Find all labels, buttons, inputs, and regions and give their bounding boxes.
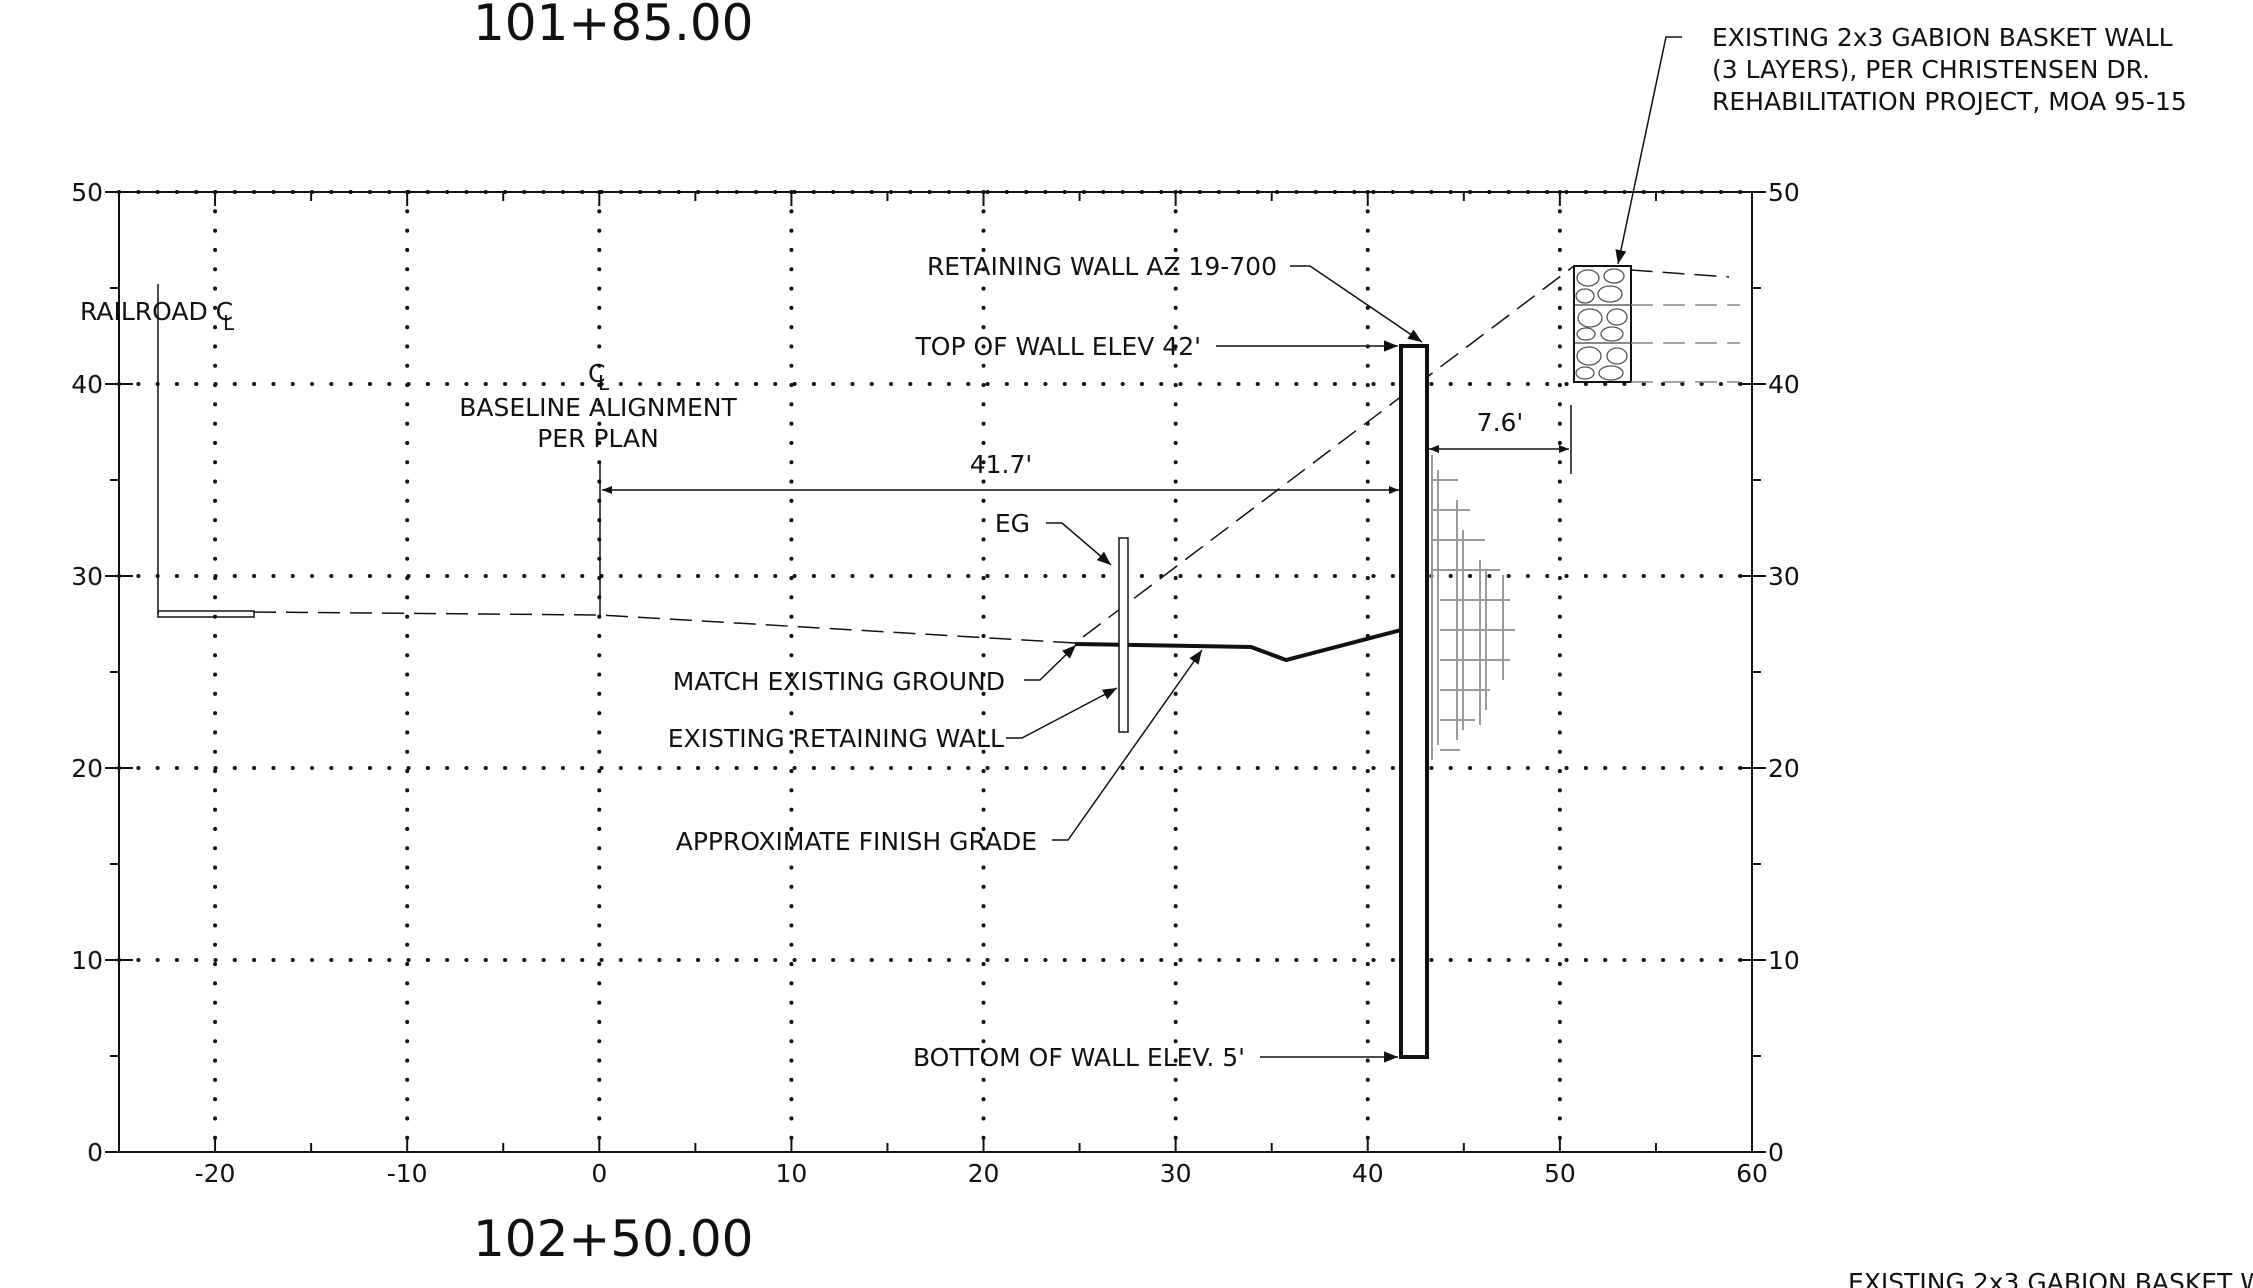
callout-gabion-line3: REHABILITATION PROJECT, MOA 95-15 — [1712, 87, 2187, 116]
existing-retaining-wall — [1118, 537, 1129, 733]
y-axis-labels: 0 0 10 10 20 20 30 30 40 40 50 50 — [71, 178, 1800, 1167]
railroad-label: RAILROAD C — [80, 297, 233, 326]
y-tick-label-right: 20 — [1768, 754, 1800, 783]
x-tick-label: 30 — [1160, 1159, 1192, 1188]
gabion-basket-wall — [1573, 265, 1740, 383]
y-tick-label-left: 40 — [71, 370, 103, 399]
y-tick-label-right: 30 — [1768, 562, 1800, 591]
wall-backfill-hatch — [1431, 455, 1515, 760]
y-tick-label-left: 0 — [87, 1138, 103, 1167]
x-tick-label: 0 — [591, 1159, 607, 1188]
callout-match-existing-ground: MATCH EXISTING GROUND — [673, 667, 1005, 696]
baseline-label-line1: BASELINE ALIGNMENT — [459, 393, 737, 422]
y-tick-label-left: 20 — [71, 754, 103, 783]
x-tick-label: 40 — [1352, 1159, 1384, 1188]
y-tick-label-left: 10 — [71, 946, 103, 975]
callout-gabion-line2: (3 LAYERS), PER CHRISTENSEN DR. — [1712, 55, 2150, 84]
callout-top-of-wall: TOP OF WALL ELEV 42' — [915, 332, 1202, 361]
callout-retaining-wall: RETAINING WALL AZ 19-700 — [927, 252, 1277, 281]
x-tick-label: 60 — [1736, 1159, 1768, 1188]
y-tick-label-left: 30 — [71, 562, 103, 591]
axis-ticks — [105, 191, 1766, 1153]
callout-eg: EG — [995, 509, 1030, 538]
y-tick-label-right: 40 — [1768, 370, 1800, 399]
y-tick-label-right: 0 — [1768, 1138, 1784, 1167]
y-tick-label-right: 50 — [1768, 178, 1800, 207]
x-tick-label: -20 — [195, 1159, 236, 1188]
baseline-label-line2: PER PLAN — [537, 424, 659, 453]
x-tick-label: 10 — [776, 1159, 808, 1188]
x-axis-labels: -20 -10 0 10 20 30 40 50 60 — [195, 1159, 1768, 1188]
dimension-wall-to-gabion — [1429, 405, 1572, 474]
dimension-label-41-7: 41.7' — [970, 450, 1033, 479]
finish-grade-line — [1074, 628, 1402, 663]
callout-bottom-of-wall: BOTTOM OF WALL ELEV. 5' — [913, 1043, 1245, 1072]
baseline-cl-symbol: C — [588, 359, 605, 388]
station-label-top: 101+85.00 — [473, 0, 753, 52]
y-tick-label-left: 50 — [71, 178, 103, 207]
retaining-wall — [1399, 344, 1429, 1059]
callout-existing-retaining-wall: EXISTING RETAINING WALL — [668, 724, 1004, 753]
station-label-bottom: 102+50.00 — [473, 1210, 753, 1268]
callout-gabion-clipped: EXISTING 2x3 GABION BASKET W — [1848, 1268, 2253, 1288]
existing-ground-line — [253, 265, 1730, 644]
callout-finish-grade: APPROXIMATE FINISH GRADE — [676, 827, 1037, 856]
callout-gabion-line1: EXISTING 2x3 GABION BASKET WALL — [1712, 23, 2173, 52]
railroad-cl-subscript: L — [223, 311, 235, 335]
x-tick-label: 50 — [1544, 1159, 1576, 1188]
y-tick-label-right: 10 — [1768, 946, 1800, 975]
callout-leaders — [1006, 36, 1682, 1063]
baseline-cl-subscript: L — [598, 371, 610, 395]
railroad-centerline — [157, 284, 255, 618]
x-tick-label: -10 — [387, 1159, 428, 1188]
dotted-grid — [117, 190, 1754, 1154]
dimension-label-7-6: 7.6' — [1477, 408, 1524, 437]
x-tick-label: 20 — [968, 1159, 1000, 1188]
